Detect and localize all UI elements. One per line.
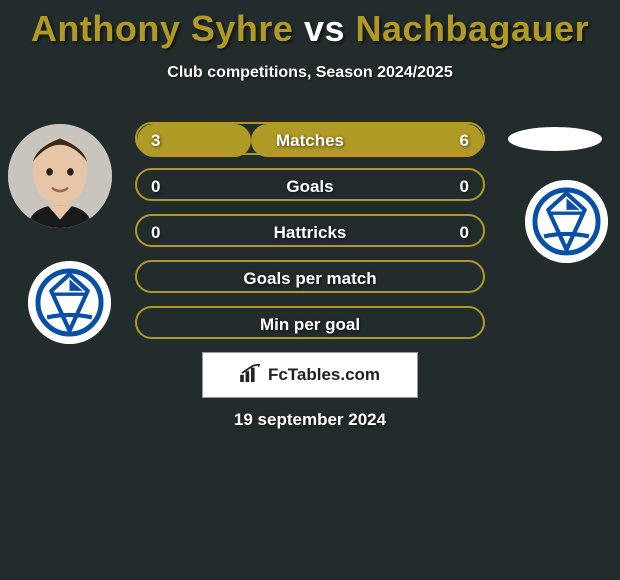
- subtitle: Club competitions, Season 2024/2025: [0, 64, 620, 82]
- player2-avatar: [508, 127, 602, 151]
- brand-attribution: FcTables.com: [202, 352, 418, 398]
- stat-value-left: 0: [137, 170, 174, 203]
- brand-chart-icon: [240, 364, 262, 387]
- stat-label: Goals: [137, 170, 483, 203]
- player1-club-logo: [28, 261, 111, 344]
- stat-value-right: 0: [446, 216, 483, 249]
- stat-label: Min per goal: [137, 308, 483, 341]
- player2-club-logo: [525, 180, 608, 263]
- player1-avatar: [8, 124, 112, 228]
- stat-value-right: 0: [446, 170, 483, 203]
- stat-value-left: 0: [137, 216, 174, 249]
- brand-text: FcTables.com: [268, 365, 380, 385]
- stat-bar: 0 0Goals: [135, 168, 485, 201]
- player2-name: Nachbagauer: [356, 8, 590, 49]
- comparison-title: Anthony Syhre vs Nachbagauer: [0, 0, 620, 50]
- stat-label: Goals per match: [137, 262, 483, 295]
- player1-name: Anthony Syhre: [31, 8, 294, 49]
- stat-value-right: 6: [446, 124, 483, 157]
- stat-bar: Min per goal: [135, 306, 485, 339]
- comparison-bars: 36Matches00Goals00HattricksGoals per mat…: [135, 122, 485, 352]
- stat-bar: 0 0Hattricks: [135, 214, 485, 247]
- stat-bar: Goals per match: [135, 260, 485, 293]
- snapshot-date: 19 september 2024: [0, 410, 620, 430]
- stat-value-left: 3: [137, 124, 174, 157]
- stat-label: Hattricks: [137, 216, 483, 249]
- stat-bar: 36Matches: [135, 122, 485, 155]
- title-vs: vs: [304, 8, 345, 49]
